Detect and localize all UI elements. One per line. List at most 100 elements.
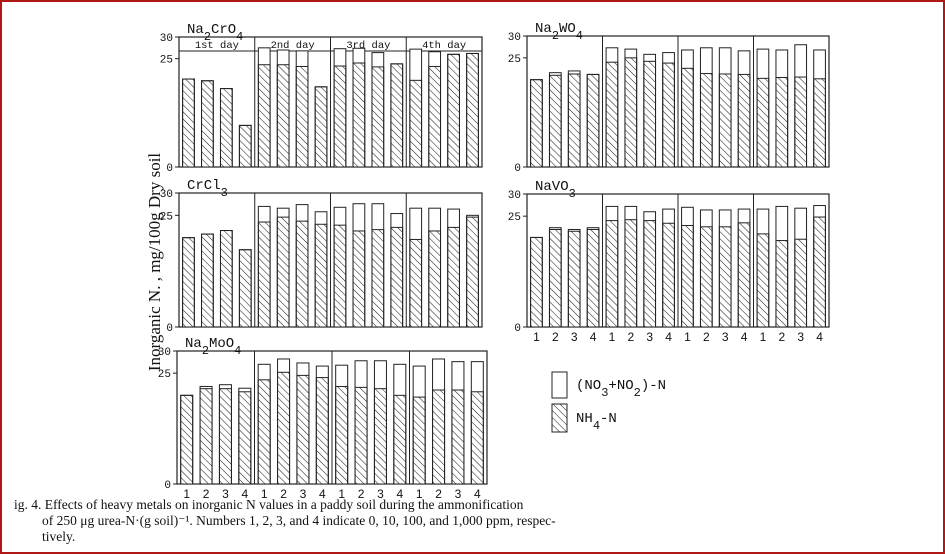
bar-nh4 xyxy=(295,220,309,328)
y-axis-label: Inorganic N. , mg/100g Dry soil xyxy=(145,153,164,372)
bar-nh4 xyxy=(681,224,694,328)
x-tick-label: 3 xyxy=(722,330,729,344)
x-tick-label: 1 xyxy=(609,330,616,344)
bar-nh4 xyxy=(624,57,638,168)
bar-nh4 xyxy=(409,79,423,168)
bar-nh4 xyxy=(219,88,233,168)
y-tick-label: 30 xyxy=(508,190,521,202)
x-tick-label: 1 xyxy=(261,487,268,501)
chart-title: Na2CrO4 xyxy=(187,22,243,44)
chart-title: NaVO3 xyxy=(535,179,576,201)
bar-nh4 xyxy=(295,65,309,168)
y-tick-label: 0 xyxy=(166,323,173,335)
bar-nh4 xyxy=(643,220,657,328)
bar-nh4 xyxy=(393,394,407,485)
bar-nh4 xyxy=(201,80,214,168)
bar-nh4 xyxy=(371,229,385,328)
bar-nh4 xyxy=(737,222,751,328)
bar-nh4 xyxy=(548,74,562,168)
bar-nh4 xyxy=(567,73,581,168)
bar-nh4 xyxy=(238,391,252,485)
bar-nh4 xyxy=(586,228,600,328)
y-tick-label: 0 xyxy=(166,163,173,175)
bar-nh4 xyxy=(352,230,366,328)
x-tick-label: 1 xyxy=(183,487,190,501)
legend-total-label: (NO3+NO2)-N xyxy=(576,378,666,400)
bar-nh4 xyxy=(699,226,713,328)
bar-nh4 xyxy=(428,65,442,168)
bar-nh4 xyxy=(432,389,446,485)
bar-nh4 xyxy=(447,226,460,328)
x-tick-label: 1 xyxy=(760,330,767,344)
x-tick-label: 2 xyxy=(778,330,785,344)
bar-nh4 xyxy=(238,124,252,168)
bar-nh4 xyxy=(662,62,675,168)
bar-nh4 xyxy=(199,388,213,485)
x-tick-label: 3 xyxy=(797,330,804,344)
y-tick-label: 30 xyxy=(158,347,171,359)
bar-nh4 xyxy=(586,73,600,168)
y-tick-label: 0 xyxy=(164,480,171,492)
bar-nh4 xyxy=(352,62,366,168)
x-tick-label: 3 xyxy=(455,487,462,501)
x-tick-label: 2 xyxy=(703,330,710,344)
x-tick-label: 4 xyxy=(241,487,248,501)
bar-nh4 xyxy=(624,219,638,328)
x-tick-label: 4 xyxy=(665,330,672,344)
x-tick-label: 2 xyxy=(627,330,634,344)
chart-na2wo4: Na2WO4 0 25 30 xyxy=(508,21,830,175)
bar-nh4 xyxy=(530,236,543,328)
bar-nh4 xyxy=(605,61,619,168)
chart-title: Na2WO4 xyxy=(535,21,583,43)
bar-nh4 xyxy=(605,220,619,328)
bar-nh4 xyxy=(530,79,543,168)
legend-total-swatch xyxy=(551,371,568,399)
x-tick-label: 1 xyxy=(684,330,691,344)
y-tick-label: 25 xyxy=(508,54,521,66)
x-tick-label: 3 xyxy=(646,330,653,344)
caption-line-2: of 250 μg urea-N·(g soil)⁻¹. Numbers 1, … xyxy=(42,513,556,528)
bar-nh4 xyxy=(662,222,675,328)
y-tick-label: 30 xyxy=(508,32,521,44)
x-tick-label: 4 xyxy=(319,487,326,501)
x-tick-label: 1 xyxy=(416,487,423,501)
bar-nh4 xyxy=(466,52,479,168)
bar-nh4 xyxy=(296,374,310,485)
bar-nh4 xyxy=(466,216,479,328)
legend: (NO3+NO2)-N NH4-N xyxy=(551,371,666,433)
bar-nh4 xyxy=(333,224,347,328)
x-tick-label: 3 xyxy=(571,330,578,344)
bar-nh4 xyxy=(180,394,194,485)
caption-line-1: ig. 4. Effects of heavy metals on inorga… xyxy=(14,497,524,512)
x-tick-label: 4 xyxy=(816,330,823,344)
y-tick-label: 25 xyxy=(508,212,521,224)
x-tick-label: 3 xyxy=(377,487,384,501)
x-tick-label: 2 xyxy=(280,487,287,501)
x-tick-label: 2 xyxy=(203,487,210,501)
bar-nh4 xyxy=(354,386,368,485)
legend-nh4-label: NH4-N xyxy=(576,411,617,433)
bar-nh4 xyxy=(219,230,233,328)
bar-nh4 xyxy=(314,86,328,168)
bar-nh4 xyxy=(276,216,290,328)
bar-nh4 xyxy=(409,238,423,328)
x-tick-label: 1 xyxy=(533,330,540,344)
x-tick-label: 4 xyxy=(396,487,403,501)
bar-nh4 xyxy=(201,233,214,328)
bar-nh4 xyxy=(314,223,328,328)
bar-nh4 xyxy=(447,53,460,168)
bar-nh4 xyxy=(412,396,426,485)
bar-nh4 xyxy=(451,389,465,485)
bar-nh4 xyxy=(257,64,271,168)
bar-nh4 xyxy=(238,249,252,328)
bar-nh4 xyxy=(428,230,442,328)
x-tick-label: 1 xyxy=(338,487,345,501)
chart-title: Na2MoO4 xyxy=(185,336,241,358)
x-tick-label: 3 xyxy=(300,487,307,501)
y-tick-label: 25 xyxy=(158,369,171,381)
day-label: 2nd day xyxy=(271,40,315,52)
